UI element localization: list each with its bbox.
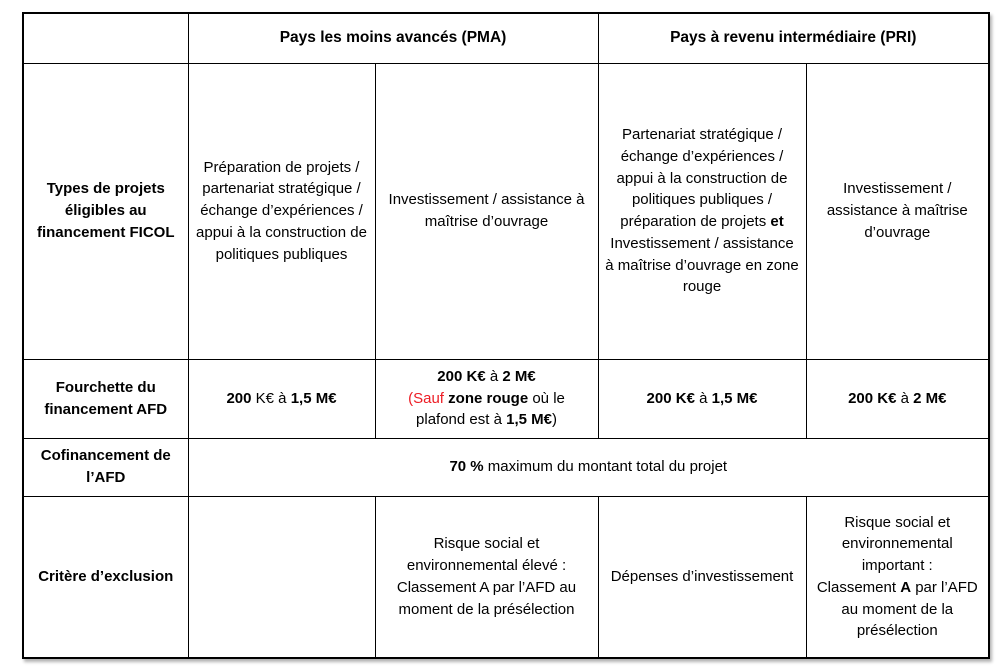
cell-fourchette-pri-2: 200 K€ à 2 M€ [805, 358, 990, 439]
row-types-projets: Types de projets éligibles au financemen… [22, 62, 990, 360]
column-group-pri: Pays à revenu intermédiaire (PRI) [597, 12, 990, 64]
row-label-types-projets: Types de projets éligibles au financemen… [22, 62, 189, 360]
ficol-criteria-table: Pays les moins avancés (PMA) Pays à reve… [22, 12, 991, 659]
row-critere-exclusion: Critère d’exclusion Risque social et env… [22, 495, 990, 659]
cell-fourchette-pma-1: 200 K€ à 1,5 M€ [187, 358, 376, 439]
cell-types-pri-partenariat: Partenariat stratégique / échange d’expé… [597, 62, 807, 360]
cell-cofinancement: 70 % maximum du montant total du projet [187, 437, 990, 497]
row-cofinancement: Cofinancement de l’AFD 70 % maximum du m… [22, 437, 990, 497]
ficol-table: Pays les moins avancés (PMA) Pays à reve… [22, 12, 991, 659]
row-fourchette: Fourchette du financement AFD 200 K€ à 1… [22, 358, 990, 439]
cell-types-pma-partenariat: Préparation de projets / partenariat str… [187, 62, 376, 360]
cell-types-pma-investissement: Investissement / assistance à maîtrise d… [374, 62, 599, 360]
cell-types-pri-investissement: Investissement / assistance à maîtrise d… [805, 62, 990, 360]
cell-fourchette-pri-1: 200 K€ à 1,5 M€ [597, 358, 807, 439]
cell-fourchette-pma-2: 200 K€ à 2 M€ (Sauf zone rouge où le plaf… [374, 358, 599, 439]
cell-exclusion-pri-2: Risque social et environnemental importa… [805, 495, 990, 659]
row-label-cofinancement: Cofinancement de l’AFD [22, 437, 189, 497]
column-group-pma: Pays les moins avancés (PMA) [187, 12, 599, 64]
row-label-critere-exclusion: Critère d’exclusion [22, 495, 189, 659]
cell-exclusion-pma-2: Risque social et environnemental élevé :… [374, 495, 599, 659]
cell-exclusion-pma-1 [187, 495, 376, 659]
header-row: Pays les moins avancés (PMA) Pays à reve… [22, 12, 990, 64]
row-label-fourchette: Fourchette du financement AFD [22, 358, 189, 439]
cell-exclusion-pri-1: Dépenses d’investissement [597, 495, 807, 659]
corner-cell [22, 12, 189, 64]
